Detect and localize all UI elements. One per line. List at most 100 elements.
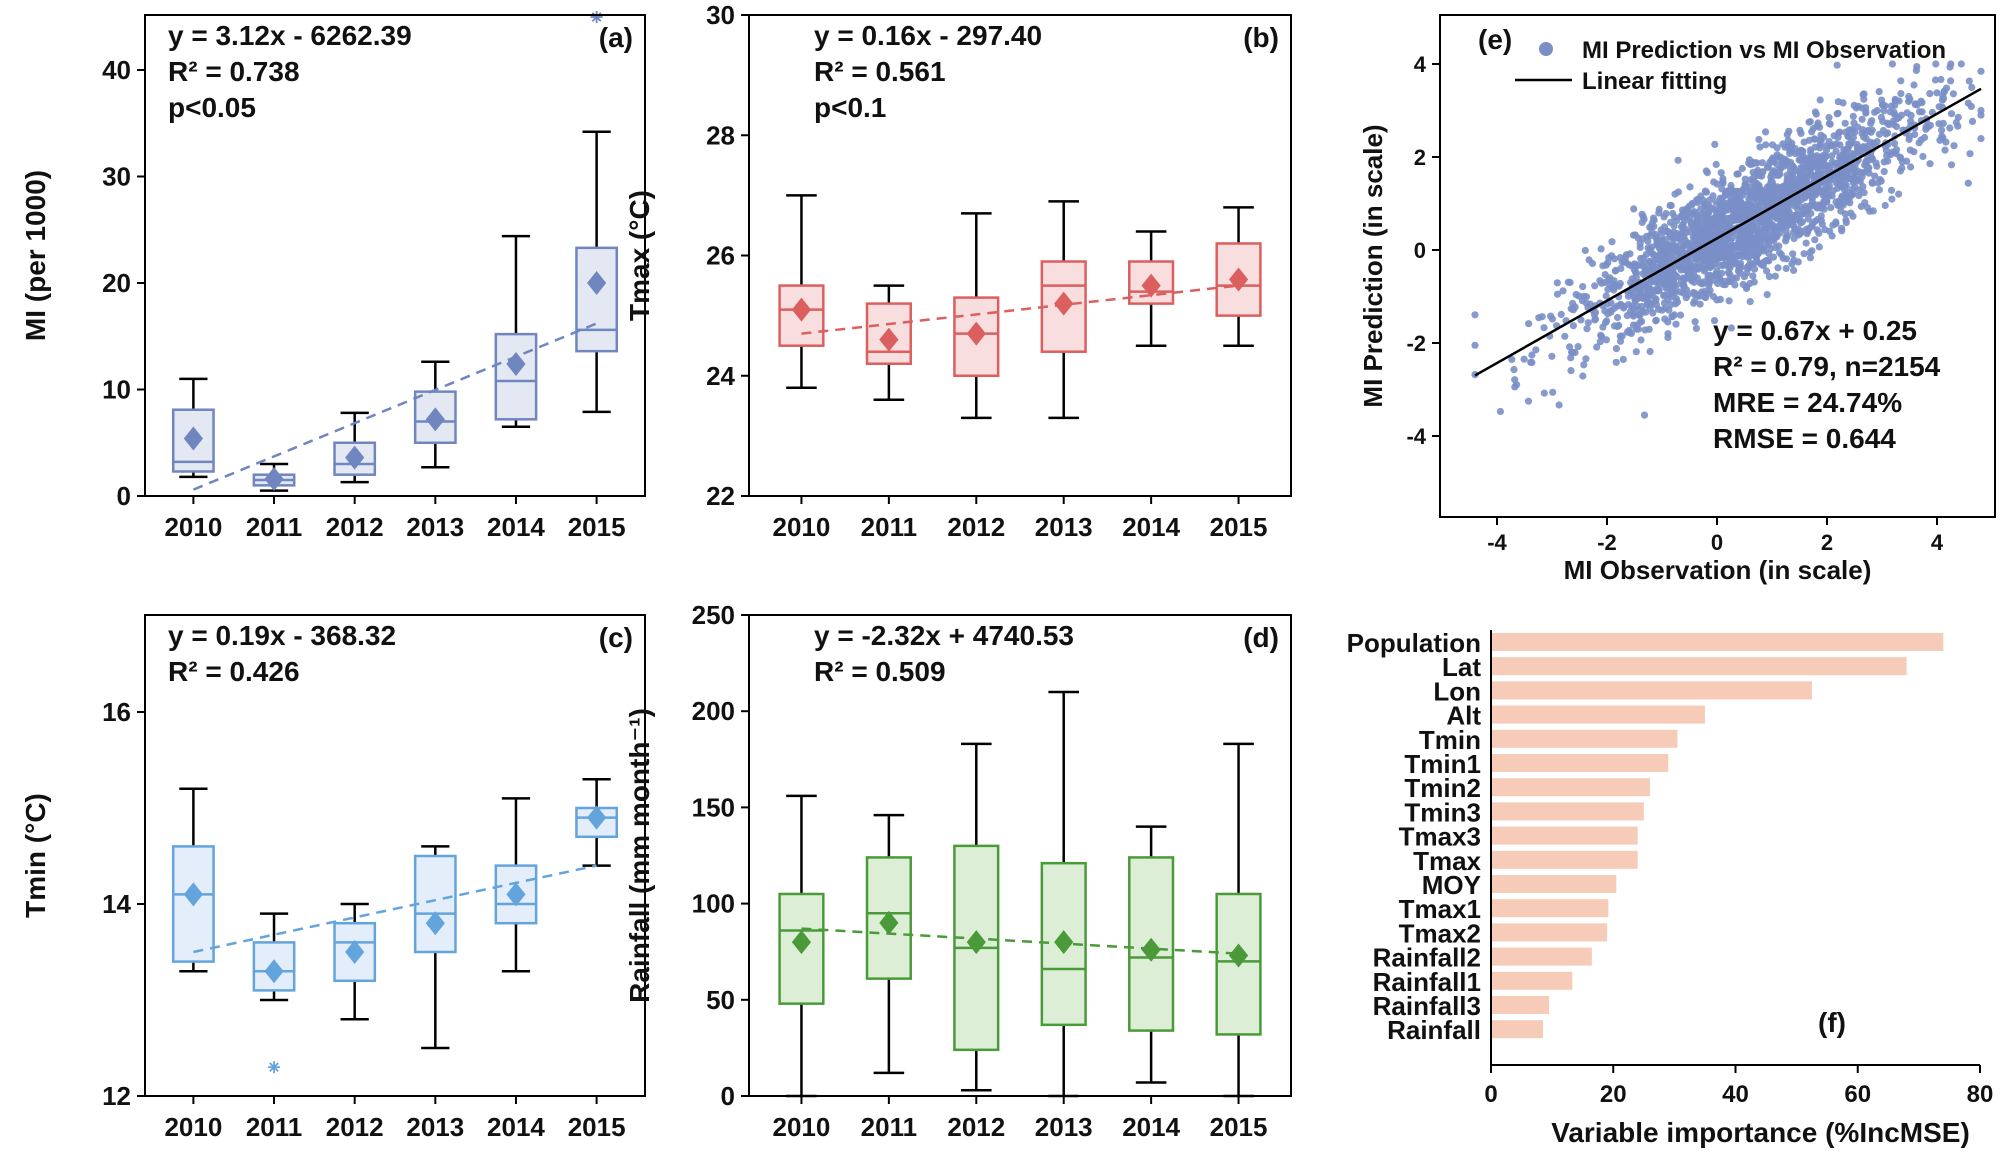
scatter-point: [1880, 168, 1888, 176]
scatter-point: [1758, 159, 1766, 167]
x-tick-label: 2015: [1210, 1112, 1268, 1142]
scatter-point: [1848, 164, 1856, 172]
scatter-point: [1735, 251, 1743, 259]
scatter-point: [1949, 90, 1957, 98]
scatter-point: [1795, 149, 1803, 157]
scatter-point: [1787, 215, 1795, 223]
scatter-point: [1720, 277, 1728, 286]
bar-Lat: [1491, 657, 1907, 676]
scatter-point: [1878, 96, 1886, 104]
mean-marker: [879, 327, 899, 352]
plot-frame: [144, 614, 646, 1097]
scatter-point: [1868, 126, 1876, 134]
y-tick-label: 14: [102, 889, 131, 919]
stat-annotation: y = 0.67x + 0.25: [1713, 315, 1917, 346]
scatter-point: [1567, 354, 1575, 362]
scatter-point: [1709, 192, 1717, 200]
bar-label: Population: [1347, 628, 1481, 658]
scatter-point: [1655, 287, 1663, 295]
box-2015: [1215, 206, 1262, 347]
scatter-point: [1548, 352, 1556, 360]
y-tick-label: 16: [102, 697, 131, 727]
scatter-point: [1932, 60, 1940, 68]
y-tick-label: 28: [706, 120, 735, 150]
x-tick-label: 2015: [1210, 512, 1268, 542]
scatter-point: [1623, 312, 1631, 320]
panel-label: (a): [599, 22, 633, 53]
scatter-point: [1721, 190, 1729, 198]
scatter-point: [1836, 169, 1844, 177]
scatter-point: [1825, 119, 1833, 128]
scatter-point: [1652, 316, 1660, 324]
scatter-point: [1704, 215, 1712, 223]
scatter-point: [1871, 108, 1879, 116]
x-tick-label: 2012: [326, 512, 384, 542]
annotation-line: y = 0.19x - 368.32: [168, 620, 396, 651]
scatter-point: [1715, 261, 1723, 270]
scatter-point: [1789, 250, 1797, 258]
scatter-point: [1731, 187, 1739, 195]
scatter-point: [1750, 278, 1758, 286]
scatter-point: [1528, 358, 1536, 367]
x-tick-label: 2011: [246, 1112, 302, 1142]
scatter-point: [1540, 389, 1548, 397]
scatter-point: [1746, 298, 1754, 306]
scatter-point: [1873, 162, 1881, 170]
scatter-point: [1847, 209, 1855, 217]
scatter-point: [1601, 278, 1609, 287]
box-2014: [1128, 230, 1175, 347]
scatter-point: [1559, 287, 1567, 295]
bar-label: Tmax3: [1399, 822, 1481, 852]
scatter-point: [1731, 242, 1739, 250]
scatter-point: [1654, 305, 1663, 313]
legend-marker-points: [1539, 42, 1553, 56]
scatter-point: [1496, 407, 1504, 416]
x-axis-label: Variable importance (%IncMSE): [1551, 1117, 1970, 1148]
mean-marker: [1141, 273, 1161, 298]
x-tick-label: 2012: [326, 1112, 384, 1142]
scatter-point: [1828, 232, 1836, 240]
bar-label: Rainfall: [1387, 1015, 1481, 1045]
x-tick-label: 2010: [164, 512, 222, 542]
scatter-point: [1906, 146, 1914, 154]
scatter-point: [1738, 213, 1747, 222]
scatter-point: [1637, 282, 1645, 290]
scatter-point: [1824, 176, 1833, 184]
scatter-point: [1912, 66, 1920, 74]
scatter-point: [1796, 126, 1804, 134]
scatter-point: [1765, 273, 1773, 281]
box-2010: [171, 377, 215, 479]
bar-label: Tmin2: [1404, 773, 1481, 803]
scatter-point: [1811, 236, 1819, 244]
y-axis-label: Tmin (°C): [20, 793, 51, 918]
scatter-point: [1792, 194, 1800, 202]
y-tick-label: 50: [706, 985, 735, 1015]
scatter-point: [1716, 295, 1724, 303]
scatter-point: [1580, 361, 1588, 369]
mean-marker: [587, 271, 607, 295]
x-tick-label: 2014: [1122, 512, 1180, 542]
scatter-point: [1666, 218, 1675, 226]
bar-Population: [1491, 633, 1944, 651]
scatter-point: [1946, 63, 1954, 71]
bar-Rainfall1: [1491, 971, 1573, 990]
scatter-point: [1942, 138, 1950, 146]
scatter-point: [1839, 201, 1847, 209]
scatter-point: [1868, 179, 1876, 187]
scatter-point: [1702, 294, 1710, 302]
x-tick-label: 20: [1600, 1081, 1627, 1108]
annotation-line: R² = 0.509: [814, 656, 946, 687]
scatter-point: [1888, 195, 1896, 203]
scatter-point: [1939, 92, 1947, 100]
scatter-point: [1950, 142, 1958, 150]
scatter-point: [1696, 300, 1704, 308]
bar-label: Tmax: [1413, 846, 1481, 876]
scatter-point: [1750, 158, 1758, 167]
scatter-point: [1683, 205, 1691, 213]
scatter-point: [1895, 190, 1903, 198]
bar-label: Lon: [1433, 676, 1481, 706]
scatter-point: [1799, 164, 1807, 172]
scatter-point: [1612, 358, 1620, 366]
scatter-point: [1906, 95, 1914, 103]
scatter-point: [1968, 83, 1976, 91]
